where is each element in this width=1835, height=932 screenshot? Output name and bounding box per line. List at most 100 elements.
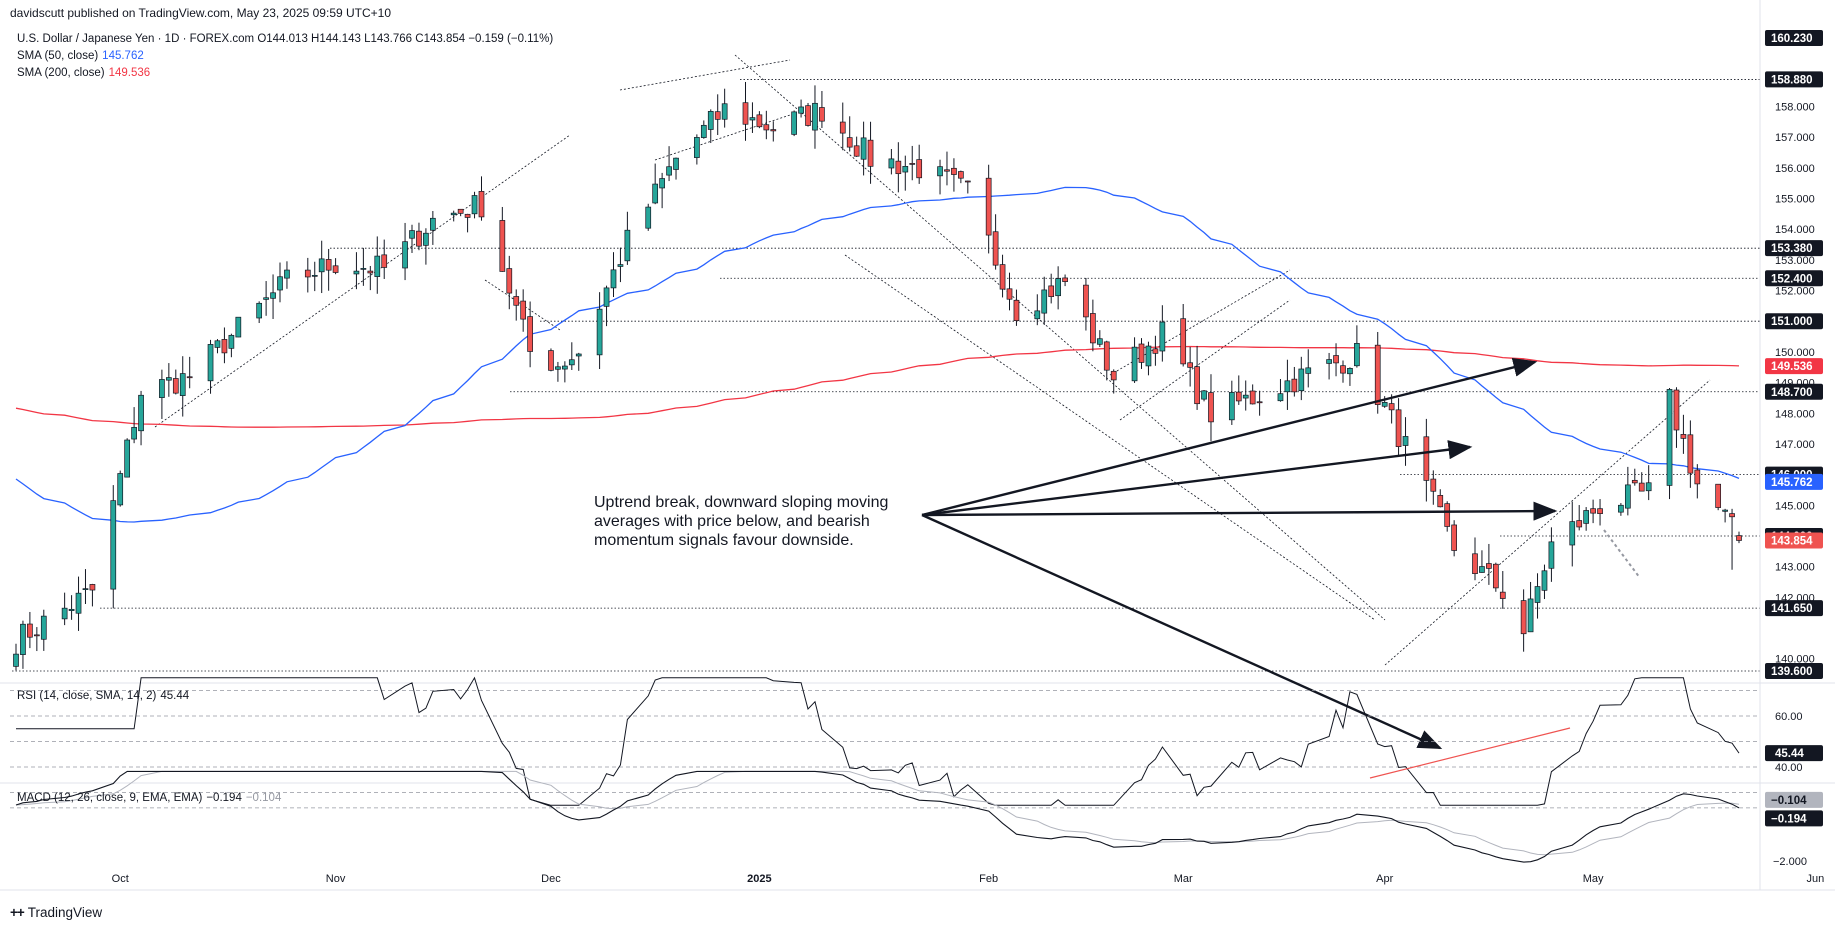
candle-body-2 (27, 623, 33, 638)
time-tick-7: May (1583, 873, 1604, 885)
time-tick-5: Mar (1174, 873, 1193, 885)
candle-body-89 (867, 139, 874, 167)
sma50-line (15, 186, 1740, 523)
candle-body-62 (610, 269, 617, 289)
candle-body-23 (228, 334, 235, 349)
price-label-bg-2 (1765, 240, 1823, 257)
price-label-4: 151.000 (1771, 316, 1813, 328)
candle-body-153 (1492, 563, 1499, 589)
candle-body-131 (1284, 380, 1291, 393)
price-label-6: 148.700 (1771, 387, 1813, 399)
rsi-line (16, 676, 1740, 806)
tradingview-brand[interactable]: ++ TradingView (10, 905, 102, 920)
candle-body-103 (1006, 288, 1013, 300)
sma200-legend[interactable]: SMA (200, close) 149.536 (17, 67, 150, 79)
candle-body-15 (159, 379, 165, 398)
candle-body-85 (839, 121, 846, 134)
candle-body-123 (1201, 390, 1207, 400)
trend-line-oct (154, 134, 571, 428)
candle-body-31 (311, 274, 318, 277)
candle-body-34 (332, 265, 339, 273)
price-label-bg-8 (1765, 473, 1823, 490)
candle-body-164 (1597, 508, 1603, 514)
candle-body-19 (186, 376, 193, 379)
price-label-3: 152.400 (1771, 273, 1813, 285)
macd-signal-line (15, 770, 1740, 856)
price-label-bg-10 (1765, 532, 1823, 549)
candle-body-149 (1451, 524, 1457, 551)
candle-body-117 (1145, 345, 1152, 367)
candle-body-68 (666, 166, 672, 176)
arrow-to-sma200 (921, 357, 1538, 517)
candle-body-119 (1159, 321, 1166, 352)
candle-body-13 (131, 427, 137, 440)
candle-body-28 (277, 276, 283, 291)
candle-body-75 (742, 102, 749, 125)
candle-body-53 (520, 300, 527, 320)
candle-body-83 (812, 102, 818, 131)
candle-body-79 (770, 129, 777, 132)
price-tick-5: 153.000 (1775, 255, 1815, 267)
candle-body-157 (1534, 586, 1541, 603)
rsi-value-label: 45.44 (1775, 748, 1804, 760)
price-label-bg-12 (1765, 663, 1823, 679)
downtrend-channel-lower (844, 254, 1376, 621)
candle-body-121 (1187, 362, 1193, 368)
macd-value-label-1: −0.194 (1771, 813, 1807, 825)
candle-body-148 (1444, 503, 1451, 527)
candle-body-171 (1673, 389, 1680, 431)
candle-body-138 (1347, 368, 1353, 375)
candle-body-45 (450, 212, 457, 216)
candle-body-67 (659, 178, 665, 189)
candle-body-104 (1013, 299, 1020, 321)
candle-body-91 (895, 160, 902, 175)
candle-body-5 (61, 607, 68, 620)
sma50-legend[interactable]: SMA (50, close) 145.762 (17, 50, 144, 62)
candle-body-7 (75, 592, 82, 614)
candle-body-177 (1729, 513, 1735, 518)
candle-body-161 (1576, 520, 1583, 528)
candle-body-33 (325, 259, 332, 271)
candle-body-93 (909, 163, 916, 165)
candle-body-143 (1395, 409, 1402, 447)
candle-body-49 (478, 191, 485, 218)
candle-body-24 (235, 316, 242, 338)
downtrend-line (734, 54, 1386, 621)
candle-body-139 (1354, 343, 1360, 367)
price-tick-7: 150.000 (1775, 347, 1815, 359)
candle-body-137 (1340, 365, 1346, 374)
candle-body-64 (624, 229, 631, 262)
candle-body-96 (944, 169, 950, 172)
candle-body-71 (700, 124, 707, 138)
time-tick-0: Oct (112, 873, 129, 885)
candle-body-77 (756, 114, 763, 128)
macd-legend[interactable]: MACD (12, 26, close, 9, EMA, EMA) −0.194−… (17, 792, 281, 804)
candle-body-17 (172, 378, 179, 394)
price-label-10: 143.854 (1771, 535, 1813, 547)
candle-body-44 (430, 217, 436, 231)
price-tick-10: 147.000 (1775, 439, 1815, 451)
candle-body-26 (263, 297, 269, 300)
candle-body-95 (937, 166, 943, 177)
candle-body-113 (1103, 341, 1110, 371)
candle-body-55 (548, 350, 554, 371)
time-tick-4: Feb (979, 873, 998, 885)
price-label-11: 141.650 (1771, 603, 1813, 615)
channel-line-dec-top (619, 59, 791, 91)
macd-line (15, 770, 1740, 863)
candle-body-114 (1110, 370, 1117, 381)
candle-body-59 (575, 353, 582, 357)
rsi-legend[interactable]: RSI (14, close, SMA, 14, 2) 45.44 (17, 690, 189, 702)
price-label-1: 158.880 (1771, 74, 1813, 86)
indicators (10, 676, 1760, 863)
candle-body-98 (958, 171, 964, 179)
symbol-legend[interactable]: U.S. Dollar / Japanese Yen · 1D · FOREX.… (17, 33, 554, 45)
price-tick-11: 145.000 (1775, 500, 1815, 512)
candle-body-74 (721, 103, 728, 120)
sma200-line (15, 345, 1740, 428)
price-label-bg-4 (1765, 313, 1823, 330)
candle-body-40 (402, 241, 408, 269)
candle-body-173 (1687, 434, 1694, 474)
candle-body-155 (1520, 600, 1527, 635)
